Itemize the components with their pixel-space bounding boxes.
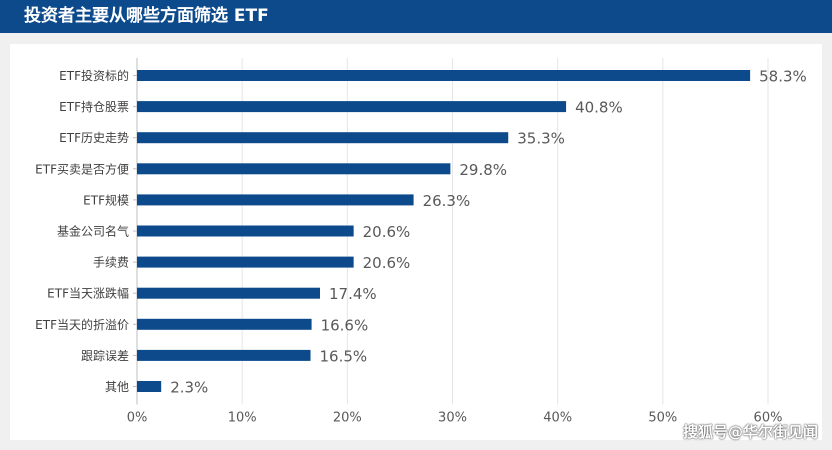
category-label: 手续费: [93, 256, 129, 270]
bar: [137, 349, 311, 361]
bar: [137, 381, 162, 392]
data-label: 40.8%: [575, 99, 623, 117]
category-label: 基金公司名气: [57, 224, 129, 239]
data-label: 20.6%: [363, 223, 411, 241]
data-label: 29.8%: [459, 161, 507, 179]
bar: [137, 256, 354, 268]
x-tick-label: 60%: [754, 411, 783, 426]
bar: [137, 318, 312, 330]
category-label: 其他: [105, 380, 129, 394]
data-label: 16.5%: [320, 347, 368, 365]
chart-title: 投资者主要从哪些方面筛选 ETF: [24, 6, 269, 26]
bar: [137, 101, 567, 113]
category-label: ETF投资标的: [59, 68, 129, 83]
data-label: 58.3%: [759, 68, 807, 86]
bar: [137, 132, 509, 144]
data-label: 16.6%: [321, 316, 369, 334]
x-tick-label: 20%: [333, 411, 362, 426]
data-label: 20.6%: [363, 254, 411, 272]
data-label: 17.4%: [329, 285, 377, 303]
bar: [137, 163, 451, 175]
category-label: ETF当天涨跌幅: [47, 286, 129, 301]
bar: [137, 194, 414, 206]
chart-panel: 0% 10% 20% 30% 40% 50% 60% ETF投资标的 58.3% ETF持仓股票 4…: [10, 44, 822, 440]
chart-header: 投资者主要从哪些方面筛选 ETF: [0, 0, 832, 33]
data-label: 26.3%: [423, 192, 471, 210]
x-tick-label: 50%: [648, 411, 677, 426]
bar: [137, 225, 354, 237]
x-tick-label: 30%: [438, 411, 467, 426]
data-label: 2.3%: [170, 379, 208, 397]
x-tick-label: 0%: [127, 411, 148, 426]
x-tick-label: 40%: [543, 411, 572, 426]
category-label: ETF当天的折溢价: [35, 317, 129, 332]
category-label: ETF持仓股票: [59, 99, 129, 114]
category-label: 跟踪误差: [81, 349, 129, 363]
bar: [137, 287, 320, 299]
category-label: ETF买卖是否方便: [35, 161, 129, 176]
bar-chart: 0% 10% 20% 30% 40% 50% 60% ETF投资标的 58.3% ETF持仓股票 4…: [35, 58, 807, 426]
category-label: ETF规模: [83, 192, 129, 207]
category-label: ETF历史走势: [59, 131, 129, 145]
data-label: 35.3%: [517, 130, 565, 148]
watermark: 搜狐号@华尔街见闻: [682, 423, 818, 441]
bar: [137, 70, 751, 81]
x-tick-label: 10%: [228, 411, 257, 426]
